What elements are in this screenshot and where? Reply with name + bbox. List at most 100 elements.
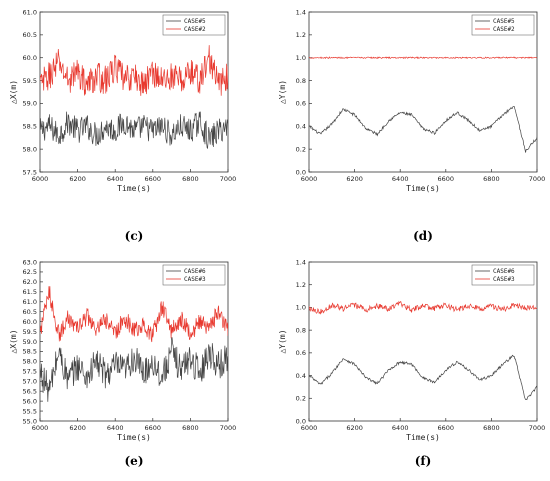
x-tick-label: 7000 xyxy=(529,175,546,183)
x-tick-label: 6800 xyxy=(182,424,199,432)
x-tick-label: 6000 xyxy=(32,175,49,183)
legend-label: CASE#3 xyxy=(493,276,515,283)
legend xyxy=(471,14,535,36)
x-tick-label: 6600 xyxy=(145,424,162,432)
y-tick-label: 57.5 xyxy=(23,368,37,376)
x-axis-label: Time(s) xyxy=(117,184,151,193)
panel-caption: (d) xyxy=(413,229,433,243)
plot-frame xyxy=(308,11,538,173)
x-tick-label: 6200 xyxy=(69,175,86,183)
y-tick-label: 59.0 xyxy=(23,338,37,346)
series-line xyxy=(40,337,228,402)
x-tick-label: 6600 xyxy=(438,424,455,432)
y-tick-label: 62.0 xyxy=(23,278,37,286)
y-tick-label: 63.0 xyxy=(23,258,37,266)
series-line xyxy=(40,111,228,150)
y-axis-label: △Y(m) xyxy=(278,80,287,104)
y-tick-label: 0.4 xyxy=(296,372,306,380)
y-tick-label: 0.0 xyxy=(296,417,306,425)
legend-label: CASE#6 xyxy=(184,268,206,275)
x-tick-label: 6000 xyxy=(32,424,49,432)
x-tick-label: 6600 xyxy=(438,175,455,183)
y-tick-label: 0.2 xyxy=(296,395,306,403)
y-tick-label: 59.5 xyxy=(23,328,37,336)
y-axis-label: △X(m) xyxy=(9,329,18,353)
y-tick-label: 58.0 xyxy=(23,358,37,366)
legend xyxy=(162,264,226,286)
legend xyxy=(471,264,535,286)
series-line xyxy=(40,286,228,343)
chart-panel: 6000 6200 6400 6600 6800 7000 55.0 55.5 56.0 56.5… xyxy=(9,258,236,468)
plot-frame xyxy=(39,261,229,422)
y-tick-label: 0.8 xyxy=(296,326,306,334)
y-tick-label: 1.0 xyxy=(296,304,306,312)
y-tick-label: 58.0 xyxy=(23,145,37,153)
series-line xyxy=(309,56,537,60)
series-line xyxy=(309,354,537,401)
x-tick-label: 6800 xyxy=(182,175,199,183)
series-line xyxy=(309,300,537,315)
y-axis-label: △Y(m) xyxy=(278,329,287,353)
y-tick-label: 55.0 xyxy=(23,417,37,425)
y-tick-label: 61.5 xyxy=(23,288,37,296)
y-tick-label: 0.6 xyxy=(296,100,306,108)
series-line xyxy=(309,105,537,153)
panel-caption: (c) xyxy=(125,229,144,243)
panel-caption: (e) xyxy=(125,454,144,468)
y-tick-label: 56.5 xyxy=(23,387,37,395)
y-tick-label: 0.6 xyxy=(296,349,306,357)
x-axis-label: Time(s) xyxy=(406,184,440,193)
y-tick-label: 1.2 xyxy=(296,31,306,39)
legend-label: CASE#3 xyxy=(184,276,206,283)
x-tick-label: 6400 xyxy=(392,175,409,183)
y-tick-label: 58.5 xyxy=(23,348,37,356)
y-tick-label: 56.0 xyxy=(23,397,37,405)
x-tick-label: 6200 xyxy=(346,175,363,183)
chart-panel: 6000 6200 6400 6600 6800 7000 57.5 58.0 58.5 59.0… xyxy=(9,8,236,243)
legend-label: CASE#2 xyxy=(493,26,515,33)
x-tick-label: 6800 xyxy=(483,424,500,432)
x-tick-label: 6400 xyxy=(107,424,124,432)
y-tick-label: 61.0 xyxy=(23,8,37,16)
y-tick-label: 1.4 xyxy=(296,258,306,266)
chart-panel: 6000 6200 6400 6600 6800 7000 0.0 0.2 0.4 0.6 0.8 1… xyxy=(278,8,545,243)
panel-caption: (f) xyxy=(415,454,432,468)
y-tick-label: 0.0 xyxy=(296,168,306,176)
x-tick-label: 6400 xyxy=(107,175,124,183)
y-tick-label: 61.0 xyxy=(23,298,37,306)
y-tick-label: 57.5 xyxy=(23,168,37,176)
series-line xyxy=(40,45,228,96)
x-tick-label: 6800 xyxy=(483,175,500,183)
plot-frame xyxy=(308,261,538,422)
y-axis-label: △X(m) xyxy=(9,80,18,104)
x-tick-label: 6400 xyxy=(392,424,409,432)
y-tick-label: 0.2 xyxy=(296,145,306,153)
chart-panel: 6000 6200 6400 6600 6800 7000 0.0 0.2 0.4 0.6 0.8 1… xyxy=(278,258,545,468)
y-tick-label: 60.0 xyxy=(23,54,37,62)
y-tick-label: 55.5 xyxy=(23,407,37,415)
x-tick-label: 6000 xyxy=(301,424,318,432)
legend-label: CASE#5 xyxy=(493,18,515,25)
legend-label: CASE#6 xyxy=(493,268,515,275)
y-tick-label: 1.4 xyxy=(296,8,306,16)
x-tick-label: 7000 xyxy=(220,424,237,432)
x-tick-label: 6200 xyxy=(69,424,86,432)
x-tick-label: 7000 xyxy=(529,424,546,432)
y-tick-label: 58.5 xyxy=(23,123,37,131)
y-tick-label: 59.5 xyxy=(23,77,37,85)
y-tick-label: 0.4 xyxy=(296,123,306,131)
y-tick-label: 60.5 xyxy=(23,308,37,316)
x-axis-label: Time(s) xyxy=(117,433,151,442)
legend-label: CASE#2 xyxy=(184,26,206,33)
x-tick-label: 6600 xyxy=(145,175,162,183)
y-tick-label: 59.0 xyxy=(23,100,37,108)
x-tick-label: 6200 xyxy=(346,424,363,432)
y-tick-label: 62.5 xyxy=(23,268,37,276)
y-tick-label: 60.5 xyxy=(23,31,37,39)
legend xyxy=(162,14,226,36)
plot-frame xyxy=(39,11,229,173)
y-tick-label: 60.0 xyxy=(23,318,37,326)
y-tick-label: 0.8 xyxy=(296,77,306,85)
legend-label: CASE#5 xyxy=(184,18,206,25)
